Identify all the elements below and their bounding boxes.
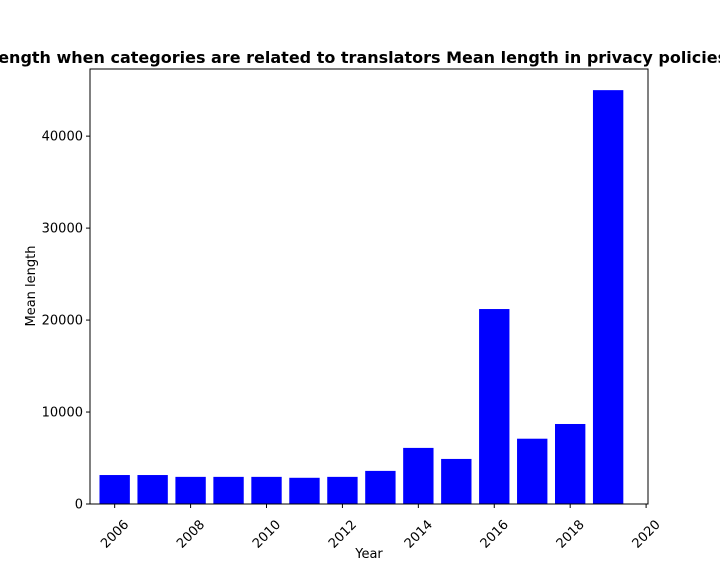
bar-2008: [175, 476, 206, 504]
y-tick-label-0: 0: [75, 498, 83, 513]
y-tick-label-30000: 30000: [42, 222, 83, 237]
bar-2017: [517, 438, 548, 504]
x-tick-label-2010: 2010: [250, 518, 284, 552]
bar-2016: [479, 309, 510, 504]
x-tick-label-2016: 2016: [478, 518, 512, 552]
y-axis-label: Mean length: [24, 246, 39, 327]
bar-2018: [555, 423, 586, 504]
bar-2007: [137, 475, 168, 504]
bar-2015: [441, 458, 472, 504]
x-tick-label-2006: 2006: [98, 518, 132, 552]
y-tick-label-10000: 10000: [42, 406, 83, 421]
y-tick-label-20000: 20000: [42, 314, 83, 329]
bars-group: [99, 90, 624, 504]
chart-title: Mean length when categories are related …: [0, 48, 720, 67]
bar-2012: [327, 476, 358, 504]
y-axis: 0 10000 20000 30000 40000: [42, 130, 90, 513]
x-axis-label: Year: [354, 547, 383, 562]
bar-2009: [213, 476, 244, 504]
bar-2011: [289, 477, 320, 504]
x-tick-label-2014: 2014: [402, 518, 436, 552]
bar-2014: [403, 447, 434, 504]
plot-frame: [89, 68, 649, 505]
x-tick-label-2020: 2020: [630, 518, 664, 552]
y-tick-label-40000: 40000: [42, 130, 83, 145]
x-tick-label-2018: 2018: [554, 518, 588, 552]
bar-2010: [251, 476, 282, 504]
bar-2006: [99, 475, 130, 504]
bar-2019: [592, 90, 624, 504]
x-axis: 2006 2008 2010 2012 2014 2016 2018 2020: [98, 504, 664, 552]
x-tick-label-2008: 2008: [174, 518, 208, 552]
bar-2013: [365, 470, 396, 504]
